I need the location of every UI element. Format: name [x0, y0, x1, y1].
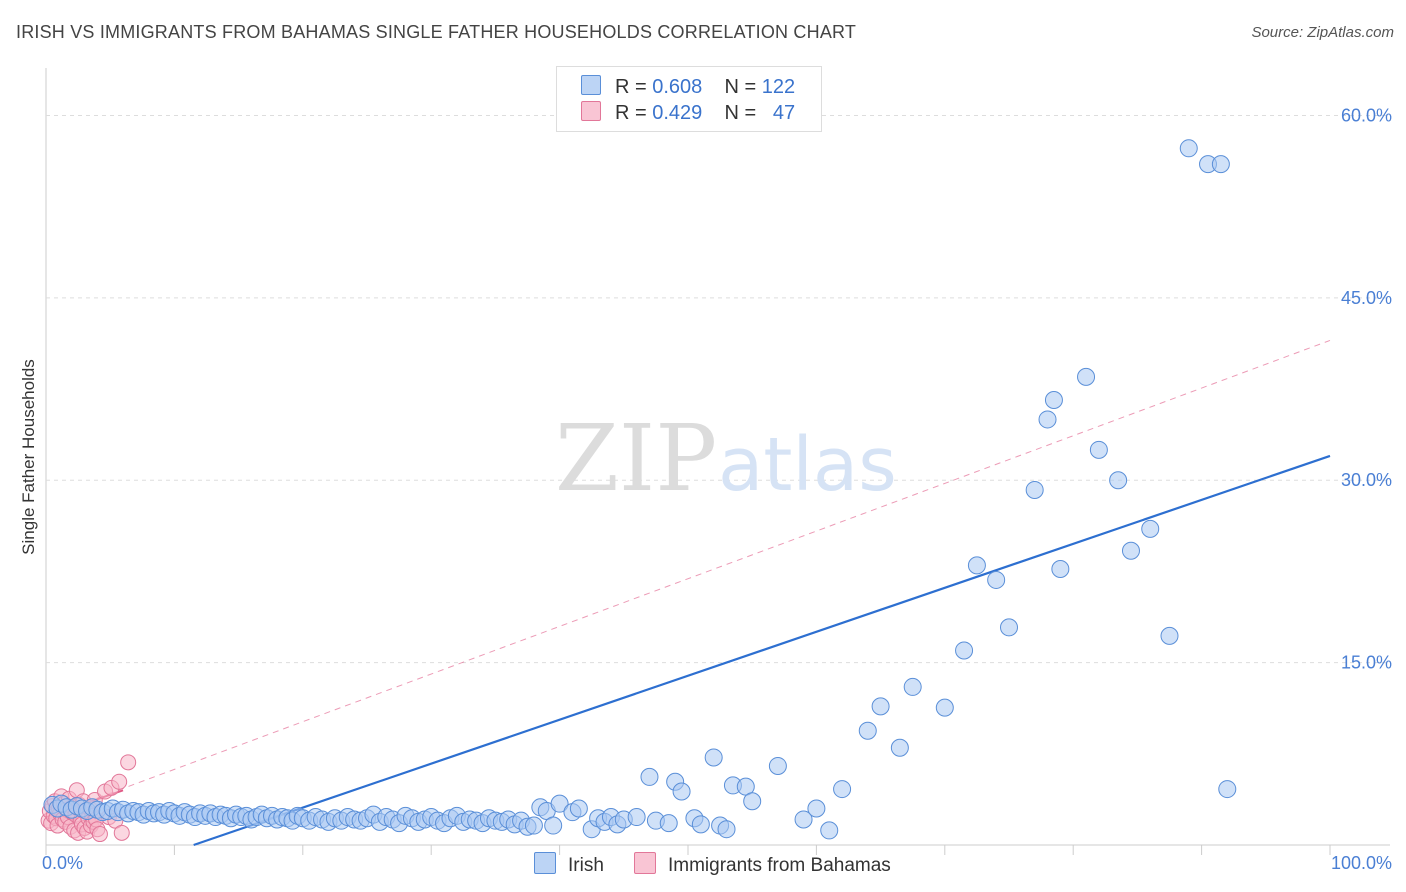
y-axis-label: Single Father Households — [19, 359, 38, 555]
y-tick-label: 30.0% — [1341, 470, 1392, 490]
legend-irish-n: 122 — [761, 76, 796, 98]
irish-point — [1160, 626, 1179, 645]
legend-irish-label: Irish — [568, 855, 604, 876]
irish-swatch — [581, 75, 601, 95]
irish-point — [1025, 480, 1044, 499]
irish-point — [1121, 541, 1140, 560]
watermark-zip: ZIP — [555, 405, 717, 512]
irish-point — [704, 748, 723, 767]
irish-point — [1218, 780, 1237, 799]
irish-point — [890, 738, 909, 757]
irish-point — [1000, 618, 1018, 637]
irish-point — [1051, 559, 1070, 578]
irish-point — [903, 677, 922, 696]
irish-point — [967, 556, 986, 575]
irish-points — [43, 139, 1237, 840]
legend-row-irish: R = 0.608 N = 122 — [581, 75, 795, 101]
irish-point — [550, 794, 569, 813]
irish-point — [672, 782, 691, 801]
legend-bahamas-n: 47 — [772, 102, 796, 124]
irish-point — [768, 756, 787, 775]
irish-point — [569, 799, 588, 818]
irish-point — [691, 815, 710, 834]
bahamas-legend-swatch — [634, 852, 656, 874]
irish-point — [1211, 155, 1230, 174]
irish-point — [833, 780, 852, 799]
irish-point — [858, 721, 877, 740]
source-label: Source: ZipAtlas.com — [1251, 24, 1394, 41]
bahamas-swatch — [581, 101, 601, 121]
y-tick-labels: 15.0% 30.0% 45.0% 60.0% — [1341, 105, 1392, 672]
y-tick-label: 45.0% — [1341, 288, 1392, 308]
irish-point — [807, 799, 826, 818]
legend-bahamas-r-label: R = — [615, 102, 647, 124]
irish-point — [524, 816, 543, 835]
irish-point — [1179, 139, 1198, 158]
legend-row-bahamas: R = 0.429 N = 47 — [581, 101, 795, 127]
irish-point — [544, 816, 563, 835]
irish-point — [794, 810, 813, 829]
irish-trend-line — [193, 454, 1331, 847]
x-tick-label: 0.0% — [42, 853, 83, 873]
irish-point — [1044, 390, 1063, 409]
irish-point — [640, 767, 659, 786]
irish-legend-swatch — [534, 852, 556, 874]
legend-bahamas-label: Immigrants from Bahamas — [668, 855, 891, 876]
legend-irish-r-label: R = — [615, 76, 647, 98]
legend-irish-r: 0.608 — [652, 76, 703, 98]
irish-point — [659, 814, 678, 833]
irish-point — [743, 792, 762, 811]
irish-point — [717, 820, 736, 839]
y-tick-label: 15.0% — [1341, 653, 1392, 673]
bahamas-point — [111, 773, 128, 790]
irish-point — [871, 697, 890, 716]
bahamas-point — [120, 754, 137, 771]
irish-point — [955, 641, 974, 660]
irish-point — [1141, 519, 1160, 538]
irish-point — [1109, 471, 1128, 490]
irish-point — [1089, 440, 1108, 459]
legend-item-bahamas: Immigrants from Bahamas — [634, 852, 891, 877]
bahamas-trend-dashed — [45, 339, 1331, 818]
chart-title: IRISH VS IMMIGRANTS FROM BAHAMAS SINGLE … — [16, 22, 857, 42]
stats-legend: R = 0.608 N = 122 R = 0.429 N = 47 — [556, 66, 822, 132]
legend-irish-n-label: N = — [724, 76, 757, 98]
x-tick-labels: 0.0% 100.0% — [42, 853, 1392, 873]
irish-point — [627, 808, 646, 827]
bahamas-point — [113, 824, 130, 841]
irish-point — [987, 570, 1006, 589]
watermark-atlas: atlas — [718, 422, 897, 508]
irish-point — [1077, 367, 1096, 386]
irish-point — [935, 698, 954, 717]
x-tick-label: 100.0% — [1331, 853, 1392, 873]
legend-bahamas-r: 0.429 — [652, 102, 703, 124]
irish-point — [820, 821, 839, 840]
bahamas-point — [91, 826, 108, 843]
legend-bahamas-n-label: N = — [724, 102, 757, 124]
legend-item-irish: Irish — [534, 852, 604, 877]
irish-point — [1038, 410, 1057, 429]
y-tick-label: 60.0% — [1341, 105, 1392, 125]
